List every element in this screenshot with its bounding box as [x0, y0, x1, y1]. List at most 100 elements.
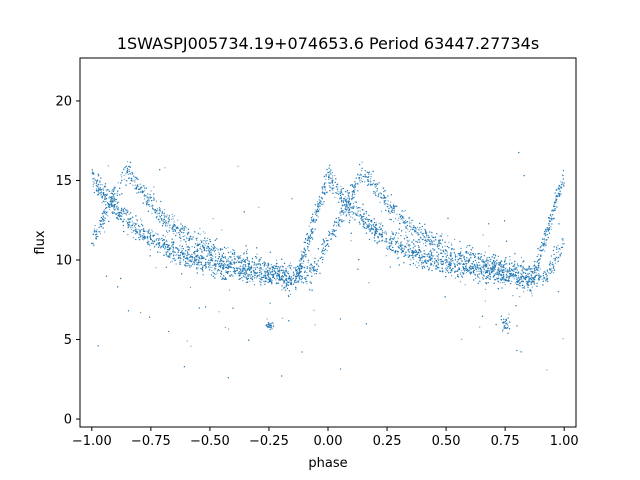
data-point [104, 212, 107, 214]
data-point [197, 242, 199, 244]
data-point [314, 213, 316, 216]
data-point [406, 222, 408, 224]
data-point [145, 230, 147, 232]
data-point [339, 191, 341, 193]
data-point [115, 207, 117, 209]
data-point [381, 235, 383, 237]
data-point [521, 287, 524, 289]
data-point [185, 243, 187, 245]
data-point [324, 189, 327, 191]
data-point [142, 229, 144, 231]
data-point [308, 239, 310, 241]
data-point [449, 257, 451, 260]
data-point [322, 189, 324, 191]
data-point [264, 272, 267, 274]
data-point [543, 241, 545, 243]
data-point [218, 311, 220, 313]
data-point [422, 234, 424, 237]
data-point [101, 202, 103, 204]
data-point [417, 262, 419, 264]
data-point [396, 253, 398, 255]
data-point [403, 217, 405, 219]
data-point [271, 279, 273, 281]
data-point [214, 249, 216, 252]
data-point [203, 242, 205, 244]
data-point [132, 227, 134, 229]
data-point [562, 338, 564, 340]
data-point [347, 210, 350, 212]
data-point [523, 285, 526, 287]
data-point [547, 272, 550, 274]
data-point [430, 249, 432, 251]
data-point [151, 229, 153, 231]
data-point [319, 208, 321, 210]
data-point [465, 246, 467, 248]
data-point [475, 277, 477, 279]
data-point [219, 253, 221, 255]
data-point [139, 183, 141, 185]
data-point [240, 259, 242, 261]
data-point [196, 237, 198, 239]
data-point [513, 270, 515, 272]
data-point [139, 226, 141, 228]
data-point [415, 232, 417, 234]
data-point [97, 191, 99, 193]
data-point [501, 331, 503, 333]
data-point [166, 216, 168, 218]
data-point [112, 211, 114, 213]
data-point [97, 231, 99, 233]
data-point [120, 181, 122, 183]
data-point [108, 189, 110, 191]
data-point [415, 250, 417, 252]
data-point [389, 212, 391, 214]
data-point [212, 246, 214, 249]
data-point [446, 252, 448, 254]
data-point [227, 260, 229, 262]
data-point [103, 213, 105, 215]
data-point [494, 268, 496, 271]
data-point [380, 222, 382, 224]
data-point [503, 281, 505, 284]
data-point [410, 226, 412, 228]
data-point [243, 266, 245, 268]
data-point [321, 261, 323, 264]
data-point [543, 270, 545, 272]
data-point [180, 240, 182, 242]
data-point [489, 264, 491, 266]
data-point [353, 205, 355, 207]
data-point [405, 219, 407, 222]
data-point [470, 263, 472, 265]
data-point [425, 233, 427, 235]
data-point [201, 249, 203, 251]
data-point [284, 286, 286, 288]
data-point [454, 277, 456, 279]
data-point [179, 231, 181, 233]
data-point [283, 282, 285, 284]
data-point [503, 279, 505, 281]
data-point [113, 195, 115, 197]
data-point [527, 289, 529, 291]
data-point [198, 260, 200, 262]
data-point [141, 228, 143, 231]
data-point [141, 220, 143, 222]
data-point [550, 226, 552, 228]
data-point [421, 260, 423, 262]
data-point [259, 275, 261, 277]
data-point [436, 244, 439, 246]
data-point [354, 193, 356, 196]
data-point [204, 241, 206, 243]
data-point [361, 161, 363, 163]
data-point [545, 276, 548, 278]
data-point [136, 176, 138, 178]
data-point [391, 232, 393, 234]
data-point [514, 267, 517, 269]
data-point [433, 249, 435, 251]
data-point [133, 229, 135, 231]
data-point [275, 279, 277, 281]
data-point [254, 277, 256, 279]
data-point [371, 229, 373, 231]
data-point [316, 262, 318, 264]
data-point [456, 255, 458, 257]
data-point [189, 286, 192, 288]
